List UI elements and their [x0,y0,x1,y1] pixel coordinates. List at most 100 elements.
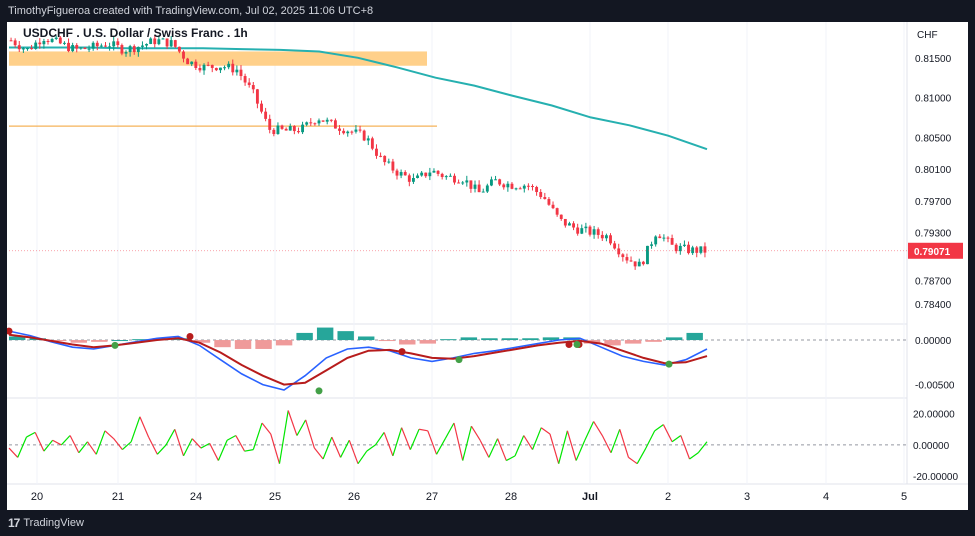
candle-body [703,246,707,253]
macd-histogram-bar [9,336,26,341]
oscillator-segment [601,435,612,453]
candle-body [186,58,190,65]
attribution-bar: TimothyFigueroa created with TradingView… [0,0,975,22]
candle-body [473,184,477,189]
candle-body [457,182,461,184]
macd-histogram-bar [358,336,375,341]
candle-body [362,130,366,141]
macd-histogram-bar [501,338,519,341]
candle-body [243,76,247,83]
oscillator-segment [296,419,307,436]
time-tick-label: 27 [426,491,438,503]
candle-body [87,48,91,50]
candle-body [539,192,543,198]
oscillator-segment [610,429,621,453]
oscillator-segment [113,438,123,450]
oscillator-segment [470,425,481,441]
candle-body [227,63,231,68]
time-tick-label: 20 [31,491,43,503]
macd-histogram-bar [542,337,560,341]
oscillator-segment [8,447,19,458]
candle-body [83,47,87,49]
macd-histogram-bar [214,340,231,348]
candle-body [75,45,79,49]
candle-body [666,237,670,239]
price-tick-label: 0.78400 [915,300,952,311]
candle-body [329,119,333,121]
candle-body [165,38,169,47]
candle-body [153,38,157,45]
candle-body [609,235,612,244]
candle-body [613,243,617,249]
candle-body [650,244,654,246]
candle-body [596,229,600,235]
oscillator-segment [182,438,193,457]
last-price-badge[interactable] [908,242,963,259]
candle-body [161,38,165,40]
price-tick-label: 0.78700 [915,276,952,287]
candle-body [173,40,177,47]
candle-body [662,237,666,239]
candle-body [522,185,526,189]
candle-body [333,120,337,129]
candle-body [461,182,465,184]
oscillator-segment [287,410,298,436]
candle-body [231,63,235,73]
oscillator-segment [689,452,699,460]
candle-body [169,40,173,47]
candle-body [297,131,300,133]
candle-body [358,129,362,131]
candle-body [124,52,128,54]
oscillator-segment [462,425,473,461]
candle-body [658,236,662,239]
macd-histogram-bar [665,337,683,341]
candle-body [206,64,210,66]
candle-body [379,155,383,157]
candle-body [641,261,645,265]
candle-body [26,48,29,50]
macd-histogram-bar [234,340,252,349]
macd-histogram-bar [316,327,334,341]
oscillator-segment [278,410,289,464]
oscillator-segment [156,444,167,455]
candle-body [576,227,580,234]
oscillator-segment [235,435,246,452]
candle-body [182,51,185,59]
candle-body [370,138,374,149]
oscillator-segment [436,438,446,455]
candle-body [514,188,518,190]
candle-body [535,187,539,193]
oscillator-segment [217,439,228,461]
macd-tick-label: 0.00000 [915,336,952,347]
oscillator-segment [174,429,185,457]
candle-body [272,129,276,135]
macd-cross-bear-dot [186,332,194,340]
oscillator-segment [514,435,525,457]
candle-body [448,175,452,177]
candle-body [251,85,255,90]
candle-body [145,43,148,46]
oscillator-segment [453,422,464,461]
time-tick-label: 4 [823,491,829,503]
oscillator-segment [60,435,71,446]
candle-body [407,175,411,182]
price-tick-label: 0.81500 [915,54,952,65]
candle-body [670,237,674,245]
macd-cross-bear-dot [565,341,573,349]
currency-label: CHF [917,30,938,41]
chart-svg[interactable]: 0.81500 0.81000 0.80500 0.80100 0.79700 0.793… [5,22,968,510]
candle-body [391,161,395,171]
oscillator-segment [261,422,272,435]
tradingview-brand[interactable]: 17 TradingView [8,510,84,536]
macd-histogram-bar [275,340,293,346]
time-tick-label: 2 [665,491,671,503]
oscillator-segment [331,436,342,458]
candle-body [420,172,424,176]
candle-body [177,46,181,52]
oscillator-segment [165,428,176,446]
candle-body [617,248,621,255]
oscillator-segment [409,429,420,450]
candle-body [485,185,489,192]
candle-body [502,184,506,188]
candle-body [416,175,419,179]
